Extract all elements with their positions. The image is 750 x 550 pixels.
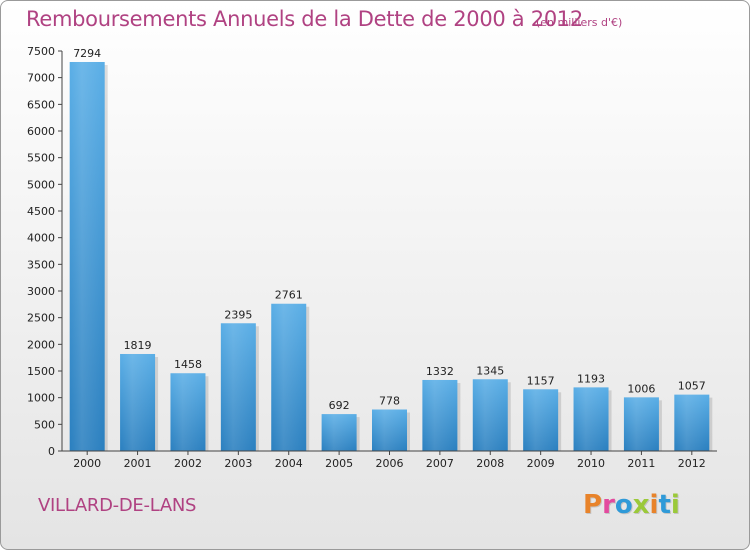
x-tick-label-2010: 2010 [577,457,605,470]
data-label-2003: 2395 [224,308,252,321]
y-axis: 0 500 1000 1500 2000 2500 3000 3500 4000 4500 5000… [27,45,63,458]
data-label-2001: 1819 [124,339,152,352]
y-tick-label: 6500 [27,98,55,111]
bar-shine [472,379,508,451]
data-label-2008: 1345 [476,364,504,377]
x-tick-label-2002: 2002 [174,457,202,470]
x-tick-label-2012: 2012 [678,457,706,470]
x-tick-label-2004: 2004 [275,457,303,470]
data-label-2010: 1193 [577,372,605,385]
x-tick-label-2008: 2008 [476,457,504,470]
bar-shine [271,303,307,451]
data-label-2011: 1006 [627,382,655,395]
data-label-2005: 692 [329,399,350,412]
x-axis: 2000 2001 2002 2003 2004 2005 2006 2007 2008 2009… [62,450,717,470]
bar-shine [623,397,659,451]
x-tick-label-2001: 2001 [124,457,152,470]
y-tick-label: 7000 [27,72,55,85]
bar-shine [170,373,206,451]
y-tick-label: 1000 [27,392,55,405]
x-tick-label-2011: 2011 [627,457,655,470]
chart-title: Remboursements Annuels de la Dette de 20… [26,7,583,31]
y-tick-label: 4500 [27,205,55,218]
x-tick-label-2003: 2003 [224,457,252,470]
y-tick-label: 5500 [27,152,55,165]
data-label-2004: 2761 [275,289,303,302]
y-tick-label: 5000 [27,178,55,191]
bar-shine [69,61,105,452]
x-tick-label-2006: 2006 [376,457,404,470]
y-tick-label: 500 [34,418,55,431]
y-tick-label: 3000 [27,285,55,298]
bar-shine [674,394,710,451]
data-label-2002: 1458 [174,358,202,371]
y-tick-label: 2500 [27,312,55,325]
y-tick-label: 7500 [27,45,55,58]
x-tick-label-2005: 2005 [325,457,353,470]
bar-shine [523,389,559,451]
bar-shine [573,387,609,451]
y-tick-label: 1500 [27,365,55,378]
bar-shine [422,379,458,451]
data-label-2009: 1157 [527,374,555,387]
bar-shine [120,353,156,451]
y-tick-label: 3500 [27,258,55,271]
proxiti-logo: Proxiti [583,490,680,520]
y-tick-label: 0 [48,445,55,458]
x-tick-label-2007: 2007 [426,457,454,470]
bar-shine [372,409,407,451]
y-tick-label: 4000 [27,232,55,245]
data-label-2000: 7294 [73,47,101,60]
bars: 7294 1819 1458 2395 2761 692 778 1332 1345 1157 11… [69,47,713,452]
bar-shine [321,414,357,451]
chart-unit: (en milliers d'€) [536,16,623,29]
data-label-2007: 1332 [426,365,454,378]
bar-shine [220,323,256,451]
y-tick-label: 2000 [27,338,55,351]
data-label-2006: 778 [379,395,400,408]
x-tick-label-2000: 2000 [73,457,101,470]
data-label-2012: 1057 [678,380,706,393]
y-tick-label: 6000 [27,125,55,138]
x-tick-label-2009: 2009 [527,457,555,470]
city-name: VILLARD-DE-LANS [38,495,197,516]
